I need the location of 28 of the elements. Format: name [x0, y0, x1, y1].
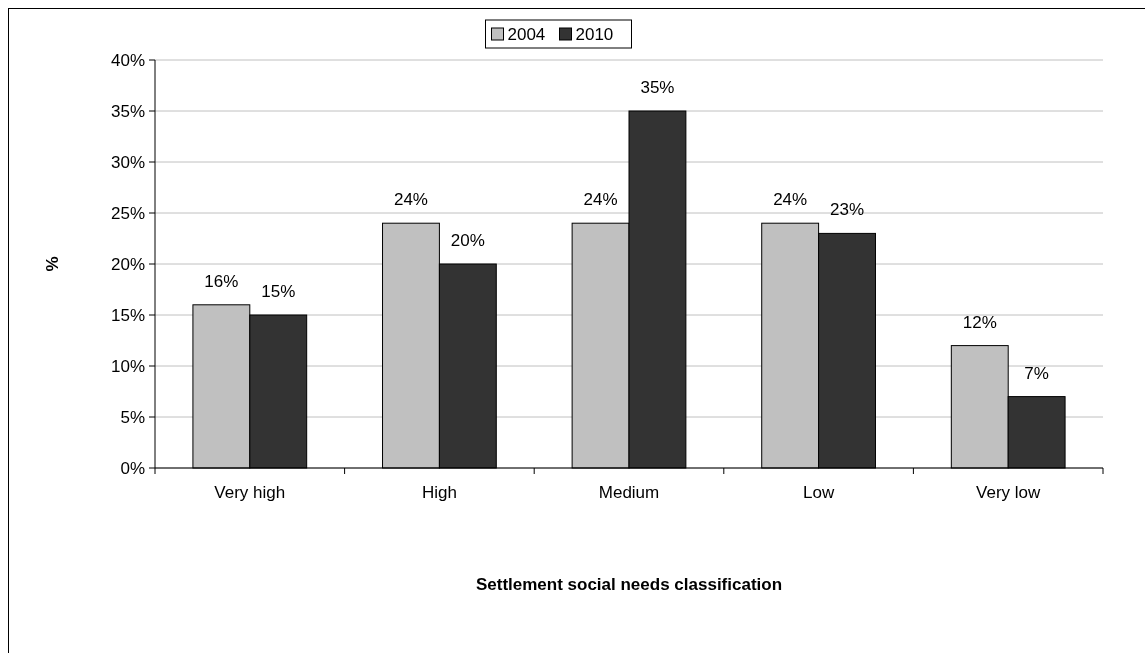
legend-label: 2004 — [507, 24, 546, 44]
data-label: 24% — [773, 190, 808, 210]
y-tick-label: 20% — [110, 254, 145, 274]
data-label: 12% — [962, 312, 997, 332]
y-tick-label: 0% — [120, 458, 145, 478]
y-tick-label: 30% — [110, 152, 145, 172]
data-label: 23% — [830, 200, 865, 220]
x-tick-label: High — [421, 483, 457, 502]
data-label: 35% — [640, 78, 675, 97]
y-tick-label: 25% — [110, 203, 145, 223]
data-label: 15% — [261, 282, 296, 301]
y-axis-title: % — [43, 256, 62, 272]
data-label: 7% — [1024, 363, 1049, 383]
data-label: 24% — [583, 190, 618, 210]
x-tick-label: Very high — [214, 483, 286, 502]
data-label: 24% — [393, 190, 428, 210]
x-tick-label: Low — [803, 483, 835, 502]
x-axis-title: Settlement social needs classification — [475, 575, 783, 594]
legend-label: 2010 — [575, 24, 614, 44]
y-tick-label: 35% — [110, 101, 145, 121]
y-tick-label: 10% — [110, 356, 145, 376]
x-tick-label: Medium — [598, 483, 660, 502]
data-label: 16% — [204, 271, 239, 291]
y-tick-label: 5% — [120, 407, 145, 427]
y-tick-label: 40% — [110, 50, 145, 70]
y-tick-label: 15% — [110, 305, 145, 325]
x-tick-label: Very low — [976, 483, 1042, 502]
data-label: 20% — [450, 231, 485, 250]
